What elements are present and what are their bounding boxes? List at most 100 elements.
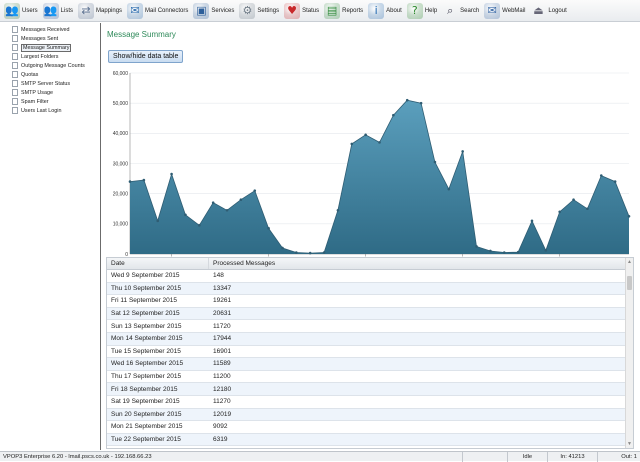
table-row[interactable]: Tue 22 September 2015 6319: [107, 433, 633, 447]
tree-item-messages-received[interactable]: Messages Received: [12, 25, 100, 34]
tree-item-quotas[interactable]: Quotas: [12, 70, 100, 79]
tree-item-largest-folders[interactable]: Largest Folders: [12, 52, 100, 61]
data-point: [170, 172, 173, 176]
data-point: [336, 208, 340, 212]
toolbar-search-button[interactable]: ⌕ Search: [442, 1, 479, 21]
toolbar-services-button[interactable]: ▣ Services: [193, 1, 234, 21]
lists-icon: 👥: [42, 2, 59, 19]
cell-processed-messages: 11720: [213, 322, 231, 330]
y-tick-label: 60,000: [113, 71, 129, 77]
toolbar-label: Status: [302, 7, 320, 14]
data-point: [516, 250, 520, 254]
scrollbar-thumb[interactable]: [627, 276, 632, 290]
column-header-processed-messages[interactable]: Processed Messages: [209, 258, 627, 269]
tree-item-users-last-login[interactable]: Users Last Login: [12, 106, 100, 115]
table-scrollbar[interactable]: ▲ ▼: [625, 258, 633, 448]
cell-processed-messages: 11200: [213, 373, 231, 381]
toolbar-about-button[interactable]: i About: [368, 1, 402, 21]
document-icon: [12, 98, 18, 105]
status-out: Out: 1: [621, 453, 637, 460]
area-fill: [130, 100, 629, 254]
toolbar-settings-button[interactable]: ⚙ Settings: [239, 1, 279, 21]
status-icon: ♥: [284, 2, 301, 19]
data-point: [627, 214, 631, 218]
table-row[interactable]: Fri 18 September 2015 12180: [107, 383, 633, 396]
toolbar-status-button[interactable]: ♥ Status: [284, 1, 319, 21]
data-point: [156, 219, 160, 223]
tree-item-label: Messages Received: [21, 26, 70, 33]
toolbar-label: Lists: [60, 7, 74, 14]
tree-item-outgoing-message-counts[interactable]: Outgoing Message Counts: [12, 61, 100, 70]
cell-date: Sat 19 September 2015: [111, 398, 180, 406]
toolbar-label: Users: [22, 7, 38, 14]
cell-processed-messages: 13347: [213, 284, 232, 292]
table-row[interactable]: Sun 20 September 2015 12019: [107, 408, 633, 422]
toolbar-logout-button[interactable]: ⏏ Logout: [530, 1, 567, 21]
table-row[interactable]: Wed 16 September 2015 11589: [107, 358, 633, 371]
cell-date: Mon 14 September 2015: [111, 335, 183, 343]
tree-item-label: Users Last Login: [21, 107, 62, 114]
cell-date: Tue 15 September 2015: [111, 347, 181, 355]
toolbar-users-button[interactable]: 👥 Users: [4, 1, 38, 21]
tree-item-smtp-server-status[interactable]: SMTP Server Status: [12, 79, 100, 88]
status-in: In: 41213: [548, 451, 598, 462]
tree-item-message-summary[interactable]: Message Summary: [12, 43, 100, 52]
tree-item-messages-sent[interactable]: Messages Sent: [12, 34, 100, 43]
document-icon: [12, 26, 18, 33]
data-point: [281, 246, 284, 250]
data-point: [405, 98, 409, 102]
data-point: [253, 189, 257, 192]
tree-item-spam-filter[interactable]: Spam Filter: [12, 97, 100, 106]
y-tick-label: 50,000: [113, 101, 129, 107]
data-point: [461, 150, 464, 153]
scroll-down-icon[interactable]: ▼: [627, 441, 632, 447]
table-row[interactable]: Wed 9 September 2015 148: [107, 270, 633, 283]
status-empty-1: [463, 451, 508, 462]
toolbar-label: Logout: [548, 7, 567, 14]
table-row[interactable]: Sat 19 September 2015 11270: [107, 395, 633, 409]
search-icon: ⌕: [447, 3, 454, 17]
toolbar-mappings-button[interactable]: ⇄ Mappings: [78, 1, 122, 21]
tree-item-smtp-usage[interactable]: SMTP Usage: [12, 88, 100, 97]
document-icon: [12, 89, 18, 96]
document-icon: [12, 62, 18, 69]
data-point: [267, 227, 270, 230]
mail-connectors-icon: ✉: [127, 2, 144, 19]
table-row[interactable]: Sun 13 September 2015 11720: [107, 320, 633, 333]
column-header-date[interactable]: Date: [107, 258, 209, 269]
main-pane: Message Summary Show/hide data table 0 10…: [103, 23, 636, 450]
table-body: Wed 9 September 2015 148 Thu 10 September …: [107, 270, 633, 447]
table-row[interactable]: Mon 21 September 2015 9092: [107, 421, 633, 434]
toolbar-reports-button[interactable]: ▤ Reports: [324, 1, 363, 21]
show-hide-data-table-button[interactable]: Show/hide data table: [108, 50, 184, 63]
data-point: [128, 180, 132, 183]
toolbar-mail-connectors-button[interactable]: ✉ Mail Connectors: [127, 1, 188, 21]
document-icon: [12, 35, 18, 42]
cell-date: Thu 10 September 2015: [111, 284, 182, 292]
data-point: [392, 113, 395, 117]
table-row[interactable]: Fri 11 September 2015 19261: [107, 295, 633, 308]
table-row[interactable]: Mon 14 September 2015 17944: [107, 332, 633, 346]
cell-date: Sun 13 September 2015: [111, 322, 182, 330]
table-row[interactable]: Sat 12 September 2015 20631: [107, 307, 633, 321]
cell-processed-messages: 148: [213, 272, 224, 280]
data-point: [225, 208, 229, 212]
cell-date: Fri 11 September 2015: [111, 297, 177, 305]
cell-processed-messages: 11589: [213, 360, 231, 368]
tree-item-label: Messages Sent: [21, 35, 59, 42]
services-icon: ▣: [193, 2, 210, 19]
message-summary-chart: 010,00020,00030,00040,00050,00060,00023-…: [113, 71, 631, 264]
document-icon: [12, 80, 18, 87]
data-point: [184, 213, 187, 217]
scroll-up-icon[interactable]: ▲: [627, 259, 632, 265]
cell-processed-messages: 6319: [213, 436, 228, 444]
document-icon: [12, 71, 18, 78]
toolbar-help-button[interactable]: ? Help: [406, 1, 437, 21]
cell-processed-messages: 16901: [213, 347, 232, 355]
table-row[interactable]: Thu 17 September 2015 11200: [107, 370, 633, 384]
y-tick-label: 20,000: [113, 191, 129, 197]
toolbar-lists-button[interactable]: 👥 Lists: [42, 1, 74, 21]
table-row[interactable]: Tue 15 September 2015 16901: [107, 345, 633, 359]
toolbar-webmail-button[interactable]: ✉ WebMail: [484, 1, 525, 21]
table-row[interactable]: Thu 10 September 2015 13347: [107, 282, 633, 296]
